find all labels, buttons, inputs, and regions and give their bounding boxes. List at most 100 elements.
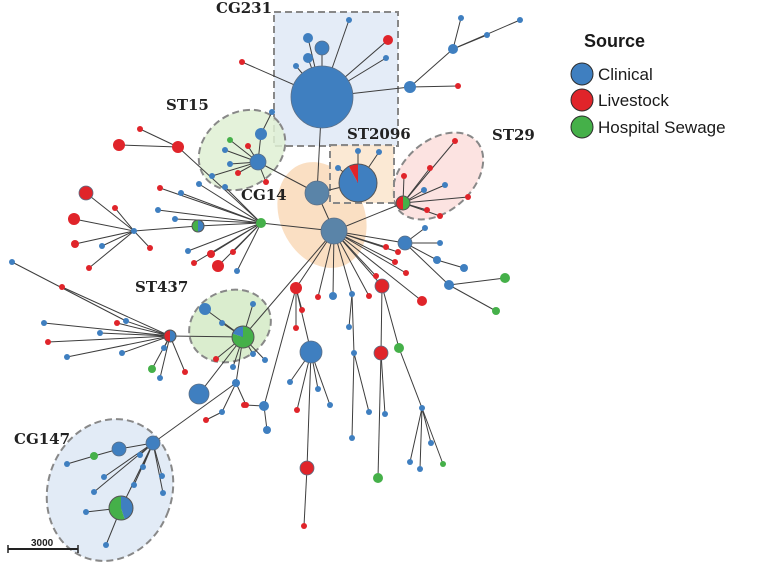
- tree-edge: [152, 382, 237, 444]
- node-c5: [108, 495, 134, 521]
- node-nL8: [172, 141, 184, 153]
- tree-edge: [169, 335, 244, 338]
- node-nD9: [351, 350, 357, 356]
- node-nL19: [230, 249, 236, 255]
- node-s4e: [230, 364, 236, 370]
- node-nL14: [196, 181, 202, 187]
- node-st29b: [452, 138, 458, 144]
- node-sw6: [9, 259, 15, 265]
- node-nD8: [346, 324, 352, 330]
- tree-edge: [61, 286, 171, 337]
- tree-edge: [177, 146, 262, 224]
- node-nD5: [315, 386, 321, 392]
- tree-edge: [43, 322, 171, 337]
- tree-edge: [221, 382, 237, 413]
- tree-edge: [409, 407, 423, 463]
- node-nD1: [299, 340, 323, 364]
- node-cg231c: [303, 53, 313, 63]
- tree-edge: [139, 128, 179, 148]
- node-c8: [159, 473, 165, 479]
- node-nD4: [287, 379, 293, 385]
- tree-edge: [306, 351, 312, 469]
- tree-edge: [409, 48, 454, 88]
- node-c11: [103, 542, 109, 548]
- node-nR17: [315, 294, 321, 300]
- tree-edge: [47, 335, 171, 343]
- node-nD14: [394, 343, 404, 353]
- node-st15e: [227, 161, 233, 167]
- node-nL5: [71, 240, 79, 248]
- node-s4d: [250, 351, 256, 357]
- node-st437: [231, 325, 255, 349]
- tree-edge: [11, 261, 127, 322]
- node-nL10: [137, 126, 143, 132]
- node-nL16: [185, 248, 191, 254]
- node-cg231: [290, 65, 354, 129]
- node-ne6: [455, 83, 461, 89]
- node-nR6: [492, 307, 500, 315]
- tree-edge: [348, 293, 353, 328]
- node-cg231h: [239, 59, 245, 65]
- tree-edge: [380, 352, 386, 415]
- node-ne5: [484, 32, 490, 38]
- cluster-label-st2096: ST2096: [347, 125, 411, 143]
- tree-edge: [452, 34, 488, 50]
- node-nR14: [366, 293, 372, 299]
- node-nD7: [301, 523, 307, 529]
- node-nR16: [329, 292, 337, 300]
- node-nL23: [234, 268, 240, 274]
- tree-edge: [180, 192, 262, 224]
- node-s4g: [262, 357, 268, 363]
- node-nD13: [382, 411, 388, 417]
- tree-edge: [114, 207, 135, 232]
- node-s2b: [376, 149, 382, 155]
- node-nR10: [374, 278, 390, 294]
- tree-edge: [380, 285, 383, 354]
- node-nL4: [78, 185, 94, 201]
- node-cg231b: [314, 40, 330, 56]
- node-cg14: [320, 217, 348, 245]
- node-nR8: [422, 225, 428, 231]
- node-nR7: [437, 240, 443, 246]
- node-nD10: [366, 409, 372, 415]
- node-sw11: [148, 365, 156, 373]
- node-nR3: [460, 264, 468, 272]
- node-c1: [111, 441, 127, 457]
- node-s2c: [335, 165, 341, 171]
- node-c13: [137, 452, 143, 458]
- node-nR13: [373, 273, 379, 279]
- node-st29d: [442, 182, 448, 188]
- node-nL22: [99, 243, 105, 249]
- tree-edge: [232, 222, 262, 253]
- node-nL20: [112, 205, 118, 211]
- cluster-label-st15: ST15: [166, 96, 209, 114]
- node-nL9: [113, 139, 125, 151]
- node-ne3: [458, 15, 464, 21]
- node-nR15: [349, 291, 355, 297]
- tree-edge: [187, 222, 262, 252]
- node-nL3: [68, 213, 80, 225]
- node-nD18: [417, 466, 423, 472]
- tree-edge: [402, 140, 456, 204]
- tree-edge: [448, 277, 506, 286]
- tree-edge: [99, 332, 171, 337]
- node-nL17: [207, 250, 215, 258]
- node-c2: [90, 452, 98, 460]
- node-cg231e: [383, 35, 393, 45]
- node-nR19: [383, 244, 389, 250]
- node-st29f: [424, 207, 430, 213]
- node-st29: [395, 195, 411, 211]
- legend-title: Source: [584, 31, 645, 51]
- node-c6: [131, 482, 137, 488]
- scale-bar: 3000: [7, 538, 79, 553]
- node-nM1: [188, 383, 210, 405]
- node-nM2: [232, 379, 240, 387]
- node-nD3: [299, 307, 305, 313]
- cluster-label-st29: ST29: [492, 126, 535, 144]
- node-sw9: [182, 369, 188, 375]
- tree-edge: [409, 85, 459, 88]
- tree-edge: [236, 222, 262, 272]
- tree-edge: [197, 222, 262, 227]
- node-nL21: [147, 245, 153, 251]
